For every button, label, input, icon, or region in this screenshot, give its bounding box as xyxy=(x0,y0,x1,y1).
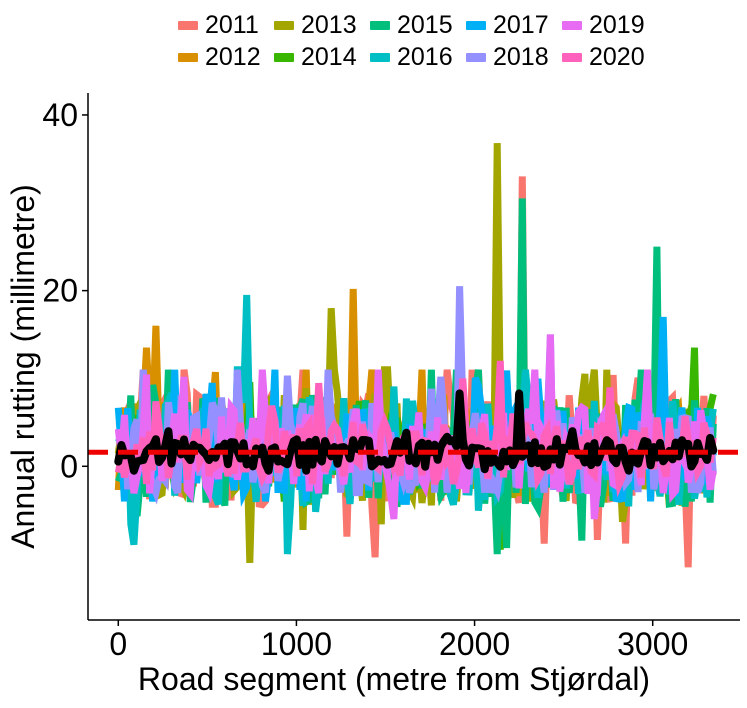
legend-item-2013: 2013 xyxy=(274,10,357,40)
legend-item-2012: 2012 xyxy=(178,42,261,72)
legend-swatch xyxy=(466,52,486,62)
series-group xyxy=(114,143,717,568)
legend-label: 2018 xyxy=(493,43,549,71)
legend-item-2014: 2014 xyxy=(274,42,357,72)
x-tick-label: 2000 xyxy=(439,626,510,662)
legend-label: 2016 xyxy=(397,43,453,71)
legend-item-2011: 2011 xyxy=(178,10,259,40)
x-axis-label: Road segment (metre from Stjørdal) xyxy=(138,661,650,697)
legend-item-2017: 2017 xyxy=(466,10,549,40)
legend-item-2015: 2015 xyxy=(370,10,453,40)
x-tick-label: 1000 xyxy=(261,626,332,662)
legend-label: 2011 xyxy=(205,11,259,39)
legend-item-2018: 2018 xyxy=(466,42,549,72)
legend-item-2016: 2016 xyxy=(370,42,453,72)
legend-swatch xyxy=(370,52,390,62)
legend-swatch xyxy=(274,52,294,62)
y-tick-label: 40 xyxy=(42,97,78,133)
legend-label: 2020 xyxy=(589,43,645,71)
legend-label: 2017 xyxy=(493,11,549,39)
legend-item-2019: 2019 xyxy=(562,10,645,40)
legend-swatch xyxy=(274,20,294,30)
legend-label: 2013 xyxy=(301,11,357,39)
y-tick-label: 0 xyxy=(60,448,78,484)
legend-swatch xyxy=(562,52,582,62)
y-tick-label: 20 xyxy=(42,273,78,309)
x-tick-label: 0 xyxy=(109,626,127,662)
legend-label: 2015 xyxy=(397,11,453,39)
series-line-2020 xyxy=(114,360,717,498)
legend-label: 2014 xyxy=(301,43,357,71)
x-tick-label: 3000 xyxy=(617,626,688,662)
legend-swatch xyxy=(466,20,486,30)
legend-label: 2019 xyxy=(589,11,645,39)
legend-swatch xyxy=(178,20,198,30)
legend: 2011 2012 2013 2014 2015 2016 2017 2018 2019 2020 xyxy=(178,10,678,76)
legend-swatch xyxy=(370,20,390,30)
legend-item-2020: 2020 xyxy=(562,42,645,72)
legend-label: 2012 xyxy=(205,43,261,71)
y-axis-label: Annual rutting (millimetre) xyxy=(5,184,41,549)
legend-swatch xyxy=(178,52,198,62)
legend-swatch xyxy=(562,20,582,30)
